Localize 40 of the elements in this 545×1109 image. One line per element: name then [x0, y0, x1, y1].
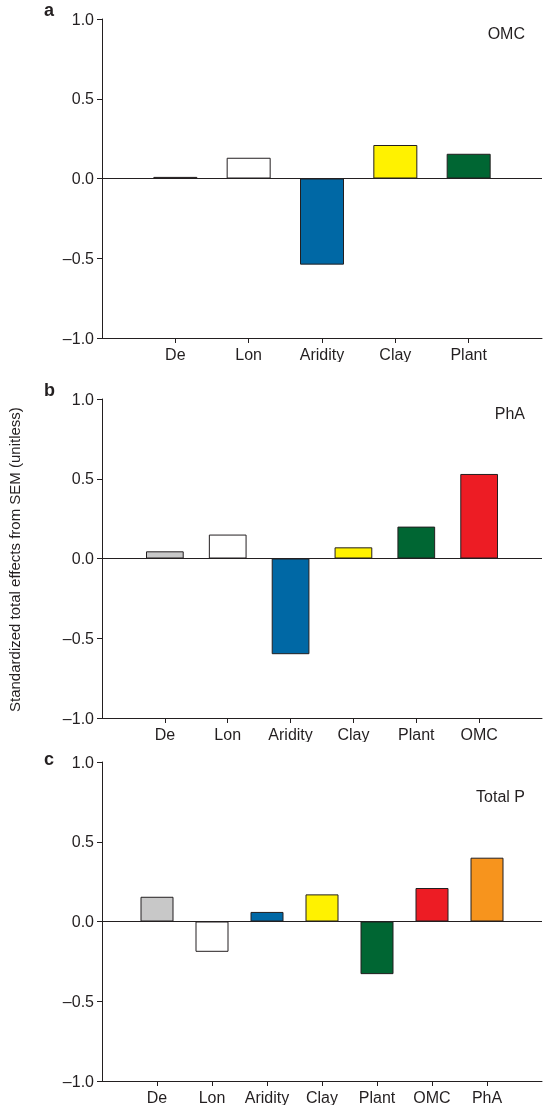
x-tick-label: Clay: [337, 725, 370, 743]
chart-title: OMC: [487, 24, 525, 42]
x-tick-label: Lon: [214, 725, 242, 743]
text: b: [44, 380, 55, 401]
x-tick-label: Lon: [198, 1088, 226, 1106]
y-tick-label: 1.0: [71, 390, 95, 408]
text: a: [44, 0, 55, 21]
y-tick-label: 1.0: [71, 753, 95, 771]
x-tick-label: Plant: [450, 345, 488, 363]
x-tick-label: Lon: [235, 345, 263, 363]
text: Total P: [476, 787, 526, 805]
y-tick-label: 0.0: [71, 170, 95, 187]
y-tick-label: 0.5: [71, 833, 95, 851]
x-tick-label: PhA: [471, 1088, 503, 1106]
chart-title: PhA: [494, 404, 526, 422]
x-tick-label: Clay: [305, 1088, 339, 1106]
y-tick-label: –1.0: [62, 709, 95, 727]
y-tick-label: –0.5: [62, 992, 95, 1010]
x-tick-label: De: [154, 725, 176, 743]
x-tick-label: De: [146, 1088, 168, 1106]
x-tick-label: Aridity: [299, 345, 345, 363]
y-tick-label: 0.5: [71, 470, 95, 488]
y-tick-label: –1.0: [62, 1072, 95, 1090]
x-tick-label: Aridity: [244, 1088, 290, 1106]
y-axis-title: Standardized total effects from SEM (unitless): [6, 406, 24, 714]
y-tick-label: –0.5: [62, 629, 95, 647]
text: c: [44, 749, 55, 770]
y-tick-label: –0.5: [62, 249, 95, 267]
y-tick-label: 0.0: [71, 913, 95, 930]
x-tick-label: OMC: [413, 1088, 451, 1106]
x-tick-label: OMC: [460, 725, 498, 743]
y-tick-label: –1.0: [62, 329, 95, 347]
x-tick-label: Plant: [398, 725, 436, 743]
x-tick-label: De: [165, 345, 186, 363]
x-tick-label: Clay: [379, 345, 412, 363]
x-tick-label: Plant: [358, 1088, 396, 1106]
x-tick-label: Aridity: [268, 725, 313, 743]
y-tick-label: 0.0: [71, 550, 95, 567]
y-tick-label: 1.0: [71, 10, 95, 28]
y-tick-label: 0.5: [71, 90, 95, 108]
